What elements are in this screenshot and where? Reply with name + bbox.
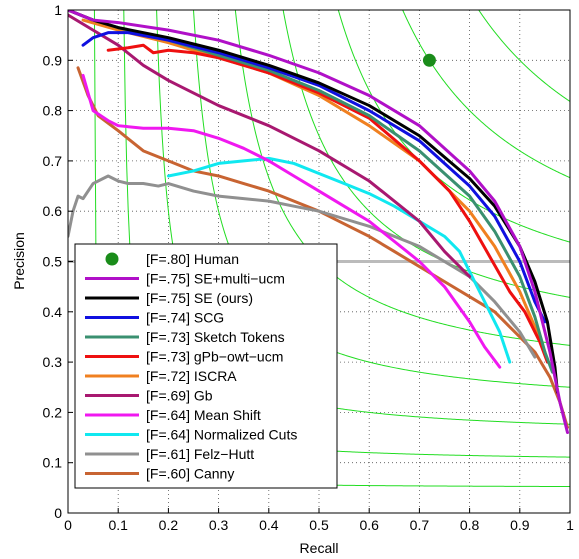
human-point [422, 53, 436, 67]
y-tick-label: 0.2 [43, 404, 63, 420]
y-tick-label: 0.6 [43, 203, 63, 219]
y-tick-label: 0.4 [43, 304, 63, 320]
legend-label: [F=.64] Normalized Cuts [146, 427, 297, 443]
x-tick-label: 0.1 [108, 517, 128, 533]
legend-marker [105, 252, 119, 266]
x-tick-label: 1 [566, 517, 574, 533]
legend-label: [F=.72] ISCRA [146, 368, 237, 384]
legend-label: [F=.73] Sketch Tokens [146, 329, 285, 345]
legend-label: [F=.74] SCG [146, 310, 224, 326]
y-tick-label: 0.9 [43, 52, 63, 68]
x-tick-label: 0.2 [159, 517, 179, 533]
x-tick-label: 0.5 [309, 517, 329, 533]
series-line [81, 18, 547, 354]
series-line [68, 13, 472, 279]
legend-label: [F=.64] Mean Shift [146, 407, 261, 423]
x-tick-label: 0.3 [209, 517, 229, 533]
series-line [76, 66, 569, 429]
legend-label: [F=.60] Canny [146, 466, 234, 482]
y-tick-label: 1 [54, 2, 62, 18]
series-line [68, 10, 569, 435]
x-tick-label: 0.4 [259, 517, 279, 533]
x-tick-label: 0.7 [410, 517, 430, 533]
iso-f-curve [234, 10, 570, 346]
axis-ticks: 0 0.1 0.2 0.3 0.4 0.5 0.6 0.7 0.8 0.9 1 0 0.1 0.2 0.3 0… [43, 2, 575, 533]
x-tick-label: 0 [64, 517, 72, 533]
legend-label: [F=.75] SE+multi−ucm [146, 271, 285, 287]
x-tick-label: 0.6 [359, 517, 379, 533]
legend-label: [F=.73] gPb−owt−ucm [146, 349, 283, 365]
legend-label: [F=.69] Gb [146, 388, 213, 404]
legend-label: [F=.80] Human [146, 251, 239, 267]
x-tick-label: 0.8 [460, 517, 480, 533]
x-axis-label: Recall [300, 540, 339, 556]
y-tick-label: 0.3 [43, 354, 63, 370]
legend-label: [F=.61] Felz−Hutt [146, 446, 254, 462]
legend: [F=.80] Human [F=.75] SE+multi−ucm [F=.75]… [74, 243, 338, 489]
iso-f-curve [337, 10, 570, 243]
x-tick-label: 0.9 [510, 517, 530, 533]
series-line [68, 10, 559, 394]
series-line [106, 43, 549, 364]
series-line [81, 31, 547, 324]
series-line [166, 156, 512, 364]
y-tick-label: 0.8 [43, 103, 63, 119]
series-line [68, 174, 537, 359]
y-tick-label: 0.1 [43, 455, 63, 471]
legend-label: [F=.75] SE (ours) [146, 290, 253, 306]
y-tick-label: 0.5 [43, 254, 63, 270]
y-tick-label: 0 [54, 505, 62, 521]
legend-box [74, 243, 338, 489]
y-axis-label: Precision [11, 232, 27, 290]
series-line [81, 73, 502, 369]
y-tick-label: 0.7 [43, 153, 63, 169]
human-marker [422, 53, 436, 67]
iso-f-curve [478, 10, 570, 102]
